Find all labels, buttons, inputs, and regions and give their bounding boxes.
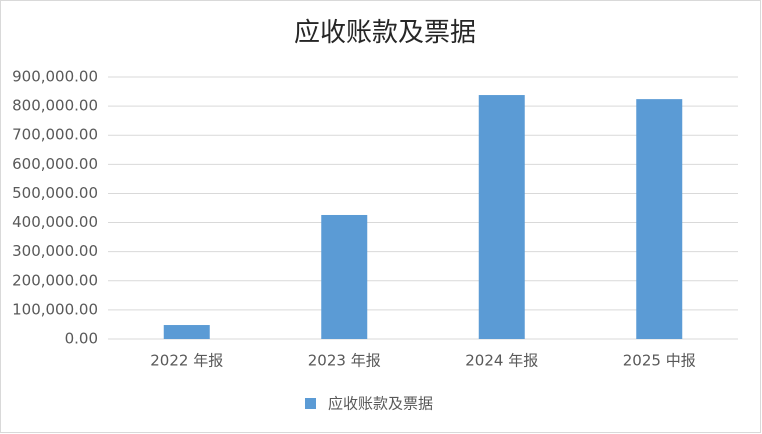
bar	[163, 325, 210, 339]
y-tick-label: 200,000.00	[12, 271, 98, 289]
y-tick-label: 900,000.00	[12, 68, 98, 86]
bar	[478, 95, 525, 339]
legend-label: 应收账款及票据	[328, 395, 433, 413]
y-tick-label: 600,000.00	[12, 155, 98, 173]
x-tick-label: 2024 年报	[465, 352, 538, 370]
x-tick-label: 2022 年报	[150, 352, 223, 370]
chart-title: 应收账款及票据	[294, 18, 476, 48]
x-tick-label: 2025 中报	[623, 352, 696, 370]
y-tick-label: 500,000.00	[12, 184, 98, 202]
y-tick-label: 0.00	[65, 330, 98, 348]
y-tick-label: 800,000.00	[12, 97, 98, 115]
bar	[636, 99, 683, 339]
legend-swatch	[305, 398, 316, 409]
y-tick-label: 700,000.00	[12, 126, 98, 144]
bar	[321, 214, 368, 339]
y-tick-label: 300,000.00	[12, 242, 98, 260]
y-tick-label: 100,000.00	[12, 300, 98, 318]
x-tick-label: 2023 年报	[308, 352, 381, 370]
y-tick-label: 400,000.00	[12, 213, 98, 231]
